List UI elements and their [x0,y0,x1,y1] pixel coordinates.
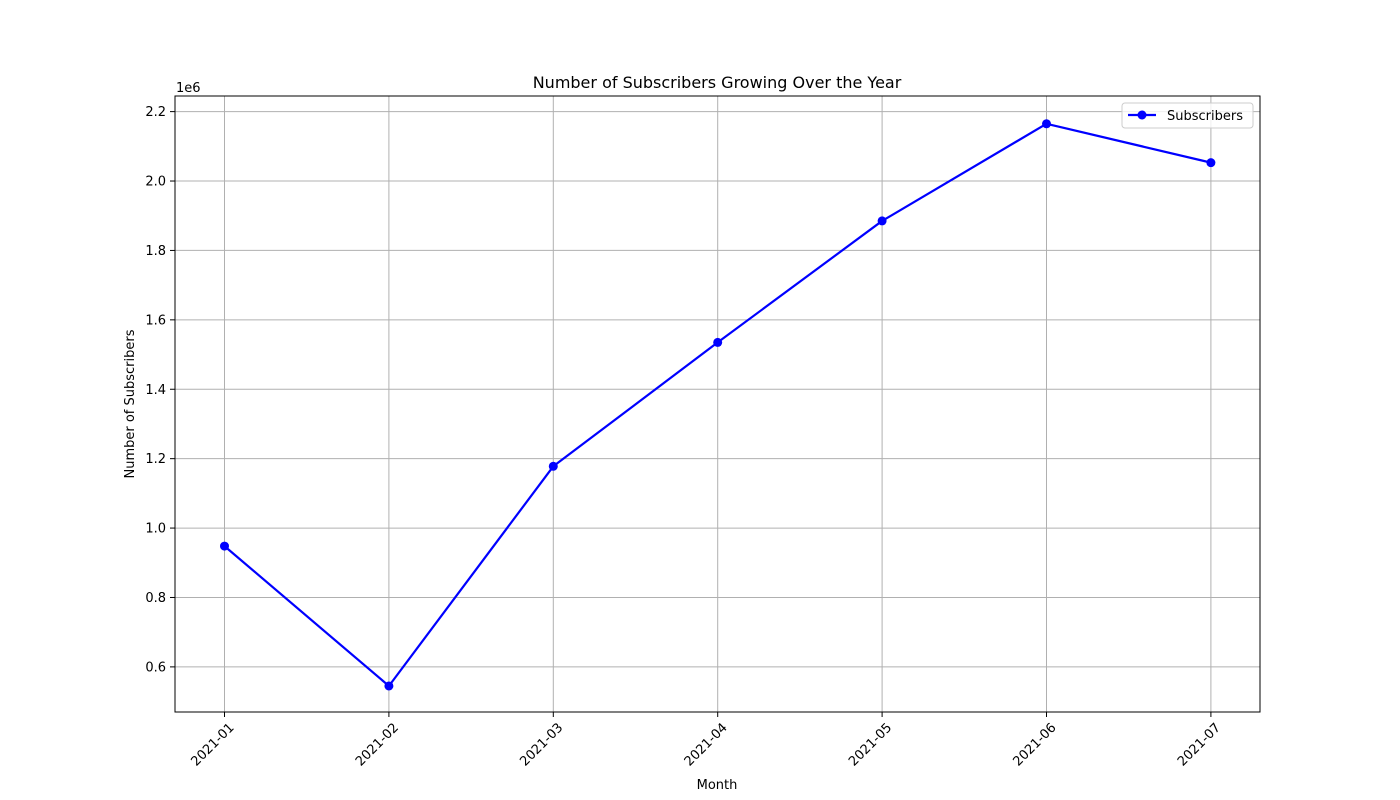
y-axis-ticks: 0.6 0.8 1.0 1.2 1.4 1.6 1.8 2.0 2.2 [145,105,175,675]
y-tick-label: 1.4 [145,383,166,398]
data-point [220,541,229,551]
y-offset-label: 1e6 [176,81,201,96]
legend-box [1121,102,1254,129]
y-tick-label: 0.6 [145,660,166,675]
y-tick-label: 1.2 [145,452,166,467]
grid-lines [175,96,1260,712]
y-tick-label: 2.2 [145,105,166,120]
data-point [713,337,723,347]
data-point [877,216,887,226]
y-tick-label: 0.8 [145,591,166,606]
data-point [1206,158,1216,168]
y-axis-label: Number of Subscribers [123,329,138,478]
legend: Subscribers [1121,102,1254,129]
y-tick-label: 1.8 [145,244,166,259]
y-tick-label: 1.6 [145,313,166,328]
chart-title: Number of Subscribers Growing Over the Y… [533,73,902,92]
data-point [1042,119,1051,129]
legend-series-label: Subscribers [1167,109,1243,124]
y-tick-label: 2.0 [145,175,166,190]
series-layer [220,119,1216,691]
y-tick-label: 1.0 [145,522,166,537]
legend-series-marker [1137,110,1147,120]
data-point [548,461,558,471]
x-axis-label: Month [697,778,738,793]
data-point [384,681,394,691]
